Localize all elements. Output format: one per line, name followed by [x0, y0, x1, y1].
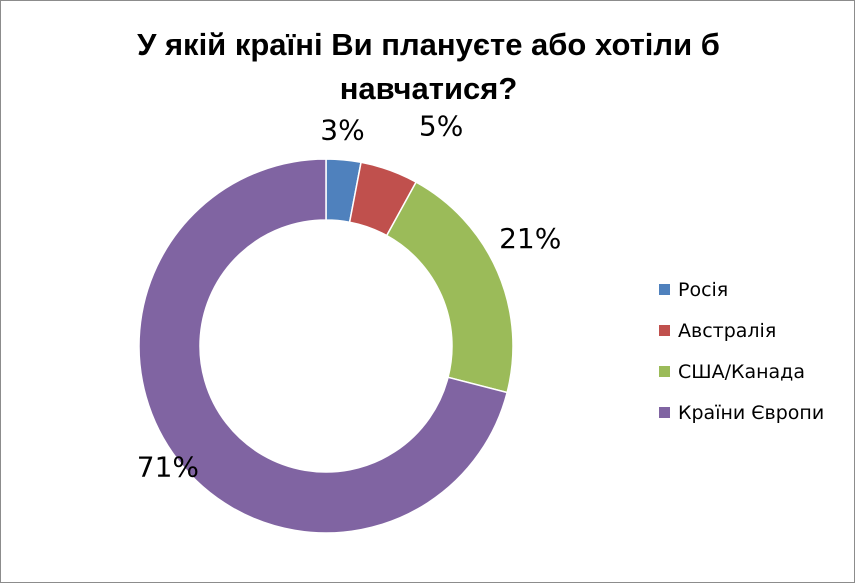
chart-title: У якій країні Ви плануєте або хотіли б н… [1, 23, 855, 111]
slice-4 [138, 158, 509, 534]
legend-swatch [659, 325, 670, 336]
data-label-1: 3% [320, 114, 364, 147]
legend-swatch [659, 284, 670, 295]
legend-item-1: Росія [659, 269, 824, 310]
legend-item-4: Країни Європи [659, 392, 824, 433]
data-label-4: 71% [137, 451, 199, 484]
doughnut-slices [138, 158, 514, 534]
legend-item-3: США/Канада [659, 351, 824, 392]
legend: Росія Австралія США/Канада Країни Європи [659, 269, 824, 433]
data-label-2: 5% [419, 110, 463, 143]
legend-label: Австралія [678, 319, 777, 342]
slice-3 [385, 181, 514, 394]
legend-swatch [659, 366, 670, 377]
data-labels: 3% 5% 21% 71% [137, 110, 562, 484]
chart-title-line-1: У якій країні Ви плануєте або хотіли б [137, 27, 720, 62]
legend-item-2: Австралія [659, 310, 824, 351]
data-label-3: 21% [499, 222, 561, 255]
legend-label: Росія [678, 278, 729, 301]
legend-label: США/Канада [678, 360, 805, 383]
chart-title-line-2: навчатися? [339, 71, 518, 106]
legend-swatch [659, 407, 670, 418]
legend-label: Країни Європи [678, 401, 825, 424]
